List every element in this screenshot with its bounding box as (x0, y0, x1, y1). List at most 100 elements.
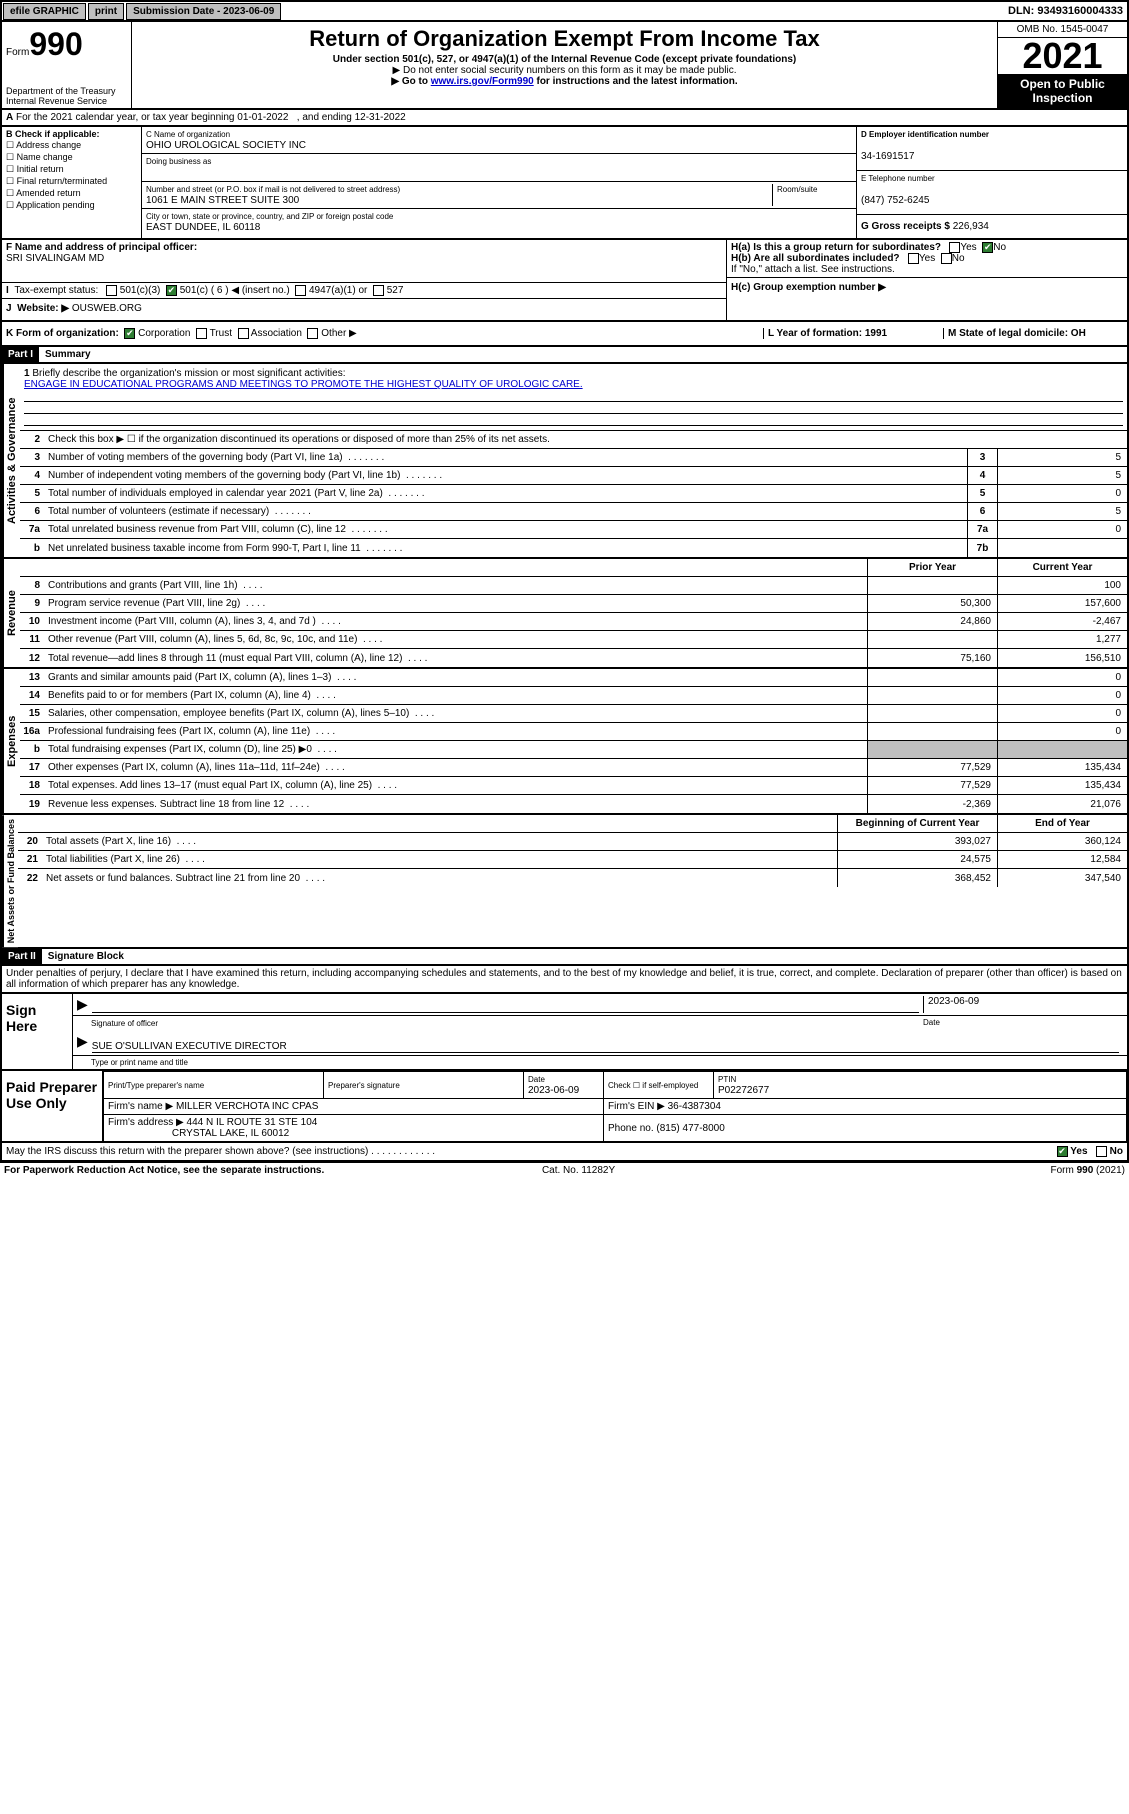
dln: DLN: 93493160004333 (1008, 5, 1127, 17)
data-row: 19Revenue less expenses. Subtract line 1… (20, 795, 1127, 813)
gov-row: 4Number of independent voting members of… (20, 467, 1127, 485)
mission: ENGAGE IN EDUCATIONAL PROGRAMS AND MEETI… (24, 379, 583, 390)
section-deg: D Employer identification number 34-1691… (857, 127, 1127, 238)
year-formation: L Year of formation: 1991 (763, 328, 943, 339)
section-b: B Check if applicable: ☐ Address change … (2, 127, 142, 238)
irs-discuss: May the IRS discuss this return with the… (0, 1143, 1129, 1162)
sign-date: 2023-06-09 (928, 996, 979, 1007)
chk-501c[interactable]: ✔ (166, 285, 177, 296)
chk-name-change[interactable]: ☐ Name change (6, 152, 137, 163)
form-number: Form990 (6, 26, 127, 63)
dept: Department of the TreasuryInternal Reven… (6, 86, 116, 106)
part1-header: Part I Summary (0, 347, 1129, 364)
org-address: 1061 E MAIN STREET SUITE 300 (146, 195, 299, 206)
part2-header: Part II Signature Block (0, 949, 1129, 966)
gov-row: bNet unrelated business taxable income f… (20, 539, 1127, 557)
part1-governance: Activities & Governance 1 Briefly descri… (0, 364, 1129, 559)
open-to-public: Open to Public Inspection (998, 74, 1127, 108)
tax-year: 2021 (998, 38, 1127, 74)
org-name: OHIO UROLOGICAL SOCIETY INC (146, 140, 306, 151)
part1-expenses: Expenses 13Grants and similar amounts pa… (0, 669, 1129, 815)
subtitle-2: ▶ Do not enter social security numbers o… (138, 65, 991, 76)
data-row: 14Benefits paid to or for members (Part … (20, 687, 1127, 705)
discuss-no[interactable] (1096, 1146, 1107, 1157)
h-b2: If "No," attach a list. See instructions… (731, 264, 1123, 275)
gov-row: 5Total number of individuals employed in… (20, 485, 1127, 503)
chk-501c3[interactable] (106, 285, 117, 296)
firm-ein: 36-4387304 (668, 1101, 721, 1112)
hb-yes[interactable] (908, 253, 919, 264)
data-row: 11Other revenue (Part VIII, column (A), … (20, 631, 1127, 649)
chk-initial-return[interactable]: ☐ Initial return (6, 164, 137, 175)
k-other[interactable] (307, 328, 318, 339)
h-b: H(b) Are all subordinates included? (731, 253, 900, 264)
ha-yes[interactable] (949, 242, 960, 253)
section-fh: F Name and address of principal officer:… (0, 240, 1129, 322)
ein: 34-1691517 (861, 151, 914, 162)
signer-name: SUE O'SULLIVAN EXECUTIVE DIRECTOR (92, 1041, 287, 1052)
h-a: H(a) Is this a group return for subordin… (731, 242, 941, 253)
irs-link[interactable]: www.irs.gov/Form990 (431, 76, 534, 87)
phone: (847) 752-6245 (861, 195, 929, 206)
form-title: Return of Organization Exempt From Incom… (138, 26, 991, 52)
data-row: 15Salaries, other compensation, employee… (20, 705, 1127, 723)
k-assoc[interactable] (238, 328, 249, 339)
data-row: 9Program service revenue (Part VIII, lin… (20, 595, 1127, 613)
subdate: Submission Date - 2023-06-09 (126, 3, 281, 20)
h-c: H(c) Group exemption number ▶ (731, 282, 886, 293)
chk-final-return[interactable]: ☐ Final return/terminated (6, 176, 137, 187)
data-row: 18Total expenses. Add lines 13–17 (must … (20, 777, 1127, 795)
topbar: efile GRAPHIC print Submission Date - 20… (0, 0, 1129, 22)
data-row: 22Net assets or fund balances. Subtract … (18, 869, 1127, 887)
gov-row: 3Number of voting members of the governi… (20, 449, 1127, 467)
data-row: 16aProfessional fundraising fees (Part I… (20, 723, 1127, 741)
efile-btn[interactable]: efile GRAPHIC (3, 3, 86, 20)
vlabel-governance: Activities & Governance (2, 364, 20, 557)
vlabel-expenses: Expenses (2, 669, 20, 813)
discuss-yes[interactable]: ✔ (1057, 1146, 1068, 1157)
ha-no[interactable]: ✔ (982, 242, 993, 253)
chk-527[interactable] (373, 285, 384, 296)
part1-netassets: Net Assets or Fund Balances Beginning of… (0, 815, 1129, 949)
part1-revenue: Revenue Prior Year Current Year 8Contrib… (0, 559, 1129, 669)
data-row: 12Total revenue—add lines 8 through 11 (… (20, 649, 1127, 667)
gov-row: 7aTotal unrelated business revenue from … (20, 521, 1127, 539)
sign-here: Sign Here ▶ 2023-06-09 Signature of offi… (0, 994, 1129, 1071)
chk-amended[interactable]: ☐ Amended return (6, 188, 137, 199)
vlabel-netassets: Net Assets or Fund Balances (2, 815, 18, 947)
firm-addr: 444 N IL ROUTE 31 STE 104 (187, 1117, 318, 1128)
declaration: Under penalties of perjury, I declare th… (0, 966, 1129, 994)
k-trust[interactable] (196, 328, 207, 339)
firm-phone: (815) 477-8000 (656, 1123, 724, 1134)
org-city: EAST DUNDEE, IL 60118 (146, 222, 260, 233)
print-btn[interactable]: print (88, 3, 124, 20)
data-row: 21Total liabilities (Part X, line 26) . … (18, 851, 1127, 869)
form-header: Form990 Department of the TreasuryIntern… (0, 22, 1129, 110)
officer: SRI SIVALINGAM MD (6, 253, 104, 264)
chk-app-pending[interactable]: ☐ Application pending (6, 200, 137, 211)
k-corp[interactable]: ✔ (124, 328, 135, 339)
section-c: C Name of organization OHIO UROLOGICAL S… (142, 127, 857, 238)
data-row: bTotal fundraising expenses (Part IX, co… (20, 741, 1127, 759)
website: OUSWEB.ORG (72, 303, 142, 314)
chk-4947[interactable] (295, 285, 306, 296)
subtitle-1: Under section 501(c), 527, or 4947(a)(1)… (138, 54, 991, 65)
chk-address-change[interactable]: ☐ Address change (6, 140, 137, 151)
vlabel-revenue: Revenue (2, 559, 20, 667)
data-row: 10Investment income (Part VIII, column (… (20, 613, 1127, 631)
firm-name: MILLER VERCHOTA INC CPAS (176, 1101, 318, 1112)
section-klm: K Form of organization: ✔ Corporation Tr… (0, 322, 1129, 347)
data-row: 17Other expenses (Part IX, column (A), l… (20, 759, 1127, 777)
paid-preparer: Paid Preparer Use Only Print/Type prepar… (0, 1071, 1129, 1143)
gov-row: 6Total number of volunteers (estimate if… (20, 503, 1127, 521)
data-row: 13Grants and similar amounts paid (Part … (20, 669, 1127, 687)
section-bcdefg: B Check if applicable: ☐ Address change … (0, 127, 1129, 240)
hb-no[interactable] (941, 253, 952, 264)
data-row: 20Total assets (Part X, line 16) . . . .… (18, 833, 1127, 851)
data-row: 8Contributions and grants (Part VIII, li… (20, 577, 1127, 595)
gross-receipts: 226,934 (953, 221, 989, 232)
line-a: A For the 2021 calendar year, or tax yea… (0, 110, 1129, 127)
subtitle-3: ▶ Go to www.irs.gov/Form990 for instruct… (138, 76, 991, 87)
ptin: P02272677 (718, 1085, 769, 1096)
footer: For Paperwork Reduction Act Notice, see … (0, 1162, 1129, 1178)
